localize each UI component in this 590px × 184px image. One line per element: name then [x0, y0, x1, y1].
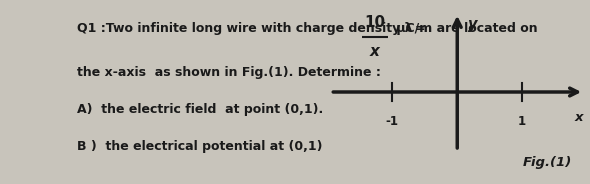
Text: 10: 10 — [364, 15, 385, 30]
Text: 1: 1 — [518, 115, 526, 128]
Text: x: x — [370, 44, 379, 59]
Text: x: x — [575, 111, 583, 124]
Text: Q1 :Two infinite long wire with charge density λ =: Q1 :Two infinite long wire with charge d… — [77, 22, 425, 35]
Text: B )  the electrical potential at (0,1): B ) the electrical potential at (0,1) — [77, 140, 322, 153]
Text: A)  the electric field  at point (0,1).: A) the electric field at point (0,1). — [77, 103, 323, 116]
Text: the x-axis  as shown in Fig.(1). Determine :: the x-axis as shown in Fig.(1). Determin… — [77, 66, 381, 79]
Text: -1: -1 — [386, 115, 399, 128]
Text: y: y — [468, 17, 477, 32]
Text: μC/m are located on: μC/m are located on — [392, 22, 538, 35]
Text: Fig.(1): Fig.(1) — [523, 156, 572, 169]
